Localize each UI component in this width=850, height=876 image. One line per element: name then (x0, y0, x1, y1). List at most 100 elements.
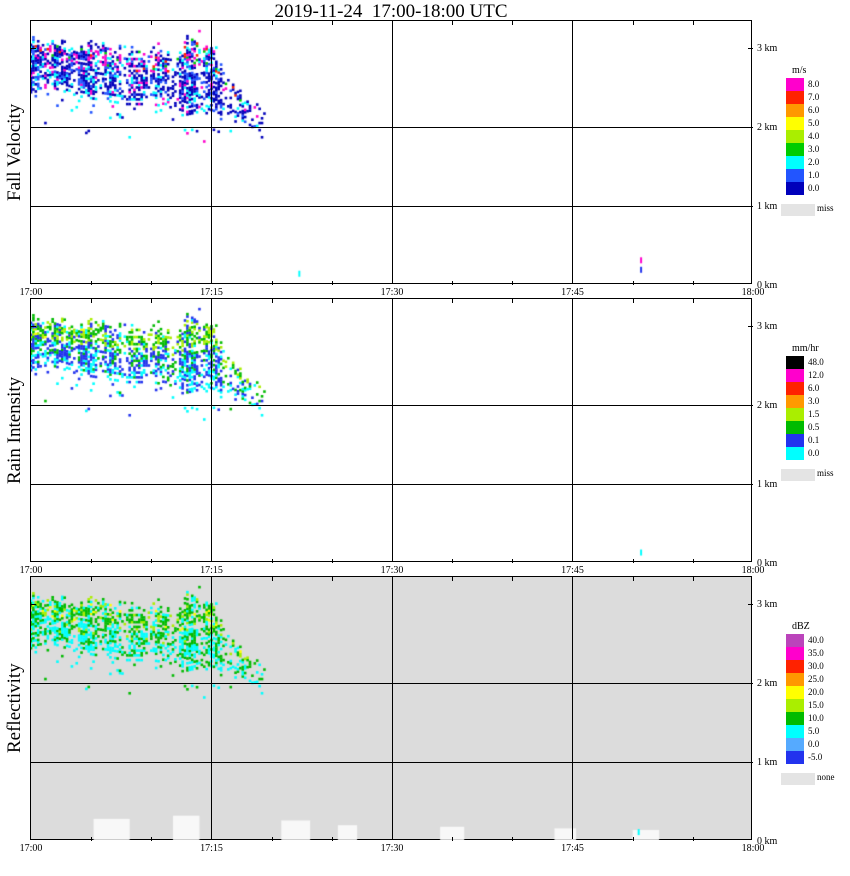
x-tick-label: 17:45 (561, 843, 584, 854)
legend-value-label: 40.0 (808, 635, 824, 645)
km-tick (31, 405, 36, 406)
legend-value-label: -5.0 (808, 752, 823, 762)
minor-tick (452, 21, 454, 25)
minor-tick (151, 837, 153, 841)
gridline-vertical (391, 299, 393, 561)
gridline-horizontal (31, 404, 751, 406)
gridline-vertical (572, 577, 573, 839)
km-tick (31, 206, 36, 207)
gridline-vertical (211, 21, 212, 283)
x-tick-label: 17:00 (19, 843, 43, 854)
legend-color-cell (786, 634, 804, 647)
minor-tick (452, 281, 454, 285)
legend-color-cell (786, 686, 804, 699)
y-tick-label: 2 km (757, 678, 778, 689)
panel-rain-intensity: Rain Intensity 3 km 2 km 1 km 0 km 17:00 17:15… (0, 298, 850, 598)
y-tick-label: 0 km (757, 280, 778, 291)
y-tick-label: 3 km (757, 599, 778, 610)
minor-tick (512, 577, 514, 581)
minor-tick (632, 577, 634, 581)
legend-missing-label: none (817, 772, 835, 782)
minor-tick (632, 21, 634, 25)
legend-color-cell (786, 356, 804, 369)
legend-color-cell (786, 395, 804, 408)
km-tick (31, 484, 36, 485)
legend-color-cell (786, 169, 804, 182)
x-tick-label: 17:30 (380, 287, 404, 298)
minor-tick (692, 281, 694, 285)
legend-unit-label: mm/hr (792, 343, 819, 354)
km-tick (31, 762, 36, 763)
minor-tick (91, 837, 93, 841)
legend-value-label: 0.1 (808, 435, 820, 445)
km-tick (31, 326, 36, 327)
legend-color-cell (786, 712, 804, 725)
legend-color-cell (786, 117, 804, 130)
minor-tick (331, 837, 333, 841)
legend-value-label: 2.0 (808, 157, 820, 167)
minor-tick (692, 21, 694, 25)
minor-tick (512, 559, 514, 563)
minor-tick (692, 837, 694, 841)
minor-tick (512, 21, 514, 25)
minor-tick (91, 281, 93, 285)
minor-tick (512, 837, 514, 841)
minor-tick (452, 299, 454, 303)
minor-tick (632, 299, 634, 303)
legend-value-label: 0.0 (808, 183, 820, 193)
legend-missing-label: miss (817, 468, 834, 478)
km-tick (31, 48, 36, 49)
y-tick-label: 2 km (757, 400, 778, 411)
gridline-horizontal (31, 483, 751, 485)
minor-tick (271, 559, 273, 563)
legend-value-label: 1.0 (808, 170, 820, 180)
minor-tick (331, 281, 333, 285)
x-tick-label: 17:00 (19, 565, 43, 576)
km-tick (748, 762, 753, 763)
minor-tick (331, 559, 333, 563)
km-tick (748, 206, 753, 207)
legend-value-label: 15.0 (808, 700, 824, 710)
minor-tick (692, 577, 694, 581)
fall-velocity-axis-label: Fall Velocity (4, 103, 25, 201)
legend-color-cell (786, 91, 804, 104)
km-tick (31, 127, 36, 128)
x-tick-label: 18:00 (741, 565, 765, 576)
x-tick-label: 18:00 (741, 287, 765, 298)
legend-value-label: 1.5 (808, 409, 820, 419)
legend-missing-box (781, 469, 815, 481)
km-tick (748, 48, 753, 49)
minor-tick (151, 559, 153, 563)
y-tick-label: 0 km (757, 836, 778, 847)
legend-value-label: 5.0 (808, 726, 820, 736)
reflectivity-axis-label: Reflectivity (4, 663, 25, 753)
minor-tick (151, 577, 153, 581)
gridline-vertical (211, 299, 212, 561)
minor-tick (151, 281, 153, 285)
legend-value-label: 12.0 (808, 370, 824, 380)
minor-tick (512, 281, 514, 285)
legend-value-label: 4.0 (808, 131, 820, 141)
legend-color-cell (786, 104, 804, 117)
legend-color-cell (786, 182, 804, 195)
y-tick-label: 0 km (757, 558, 778, 569)
y-tick-label: 3 km (757, 321, 778, 332)
minor-tick (632, 837, 634, 841)
gridline-horizontal (31, 205, 751, 207)
legend-color-cell (786, 156, 804, 169)
minor-tick (151, 21, 153, 25)
legend-color-cell (786, 751, 804, 764)
legend-unit-label: m/s (792, 65, 807, 76)
legend-color-cell (786, 725, 804, 738)
legend-color-cell (786, 408, 804, 421)
minor-tick (632, 281, 634, 285)
legend-color-cell (786, 130, 804, 143)
legend-color-cell (786, 447, 804, 460)
y-tick-label: 1 km (757, 757, 778, 768)
x-tick-label: 17:15 (200, 565, 223, 576)
legend-value-label: 6.0 (808, 105, 820, 115)
minor-tick (632, 559, 634, 563)
legend-color-cell (786, 699, 804, 712)
minor-tick (452, 837, 454, 841)
